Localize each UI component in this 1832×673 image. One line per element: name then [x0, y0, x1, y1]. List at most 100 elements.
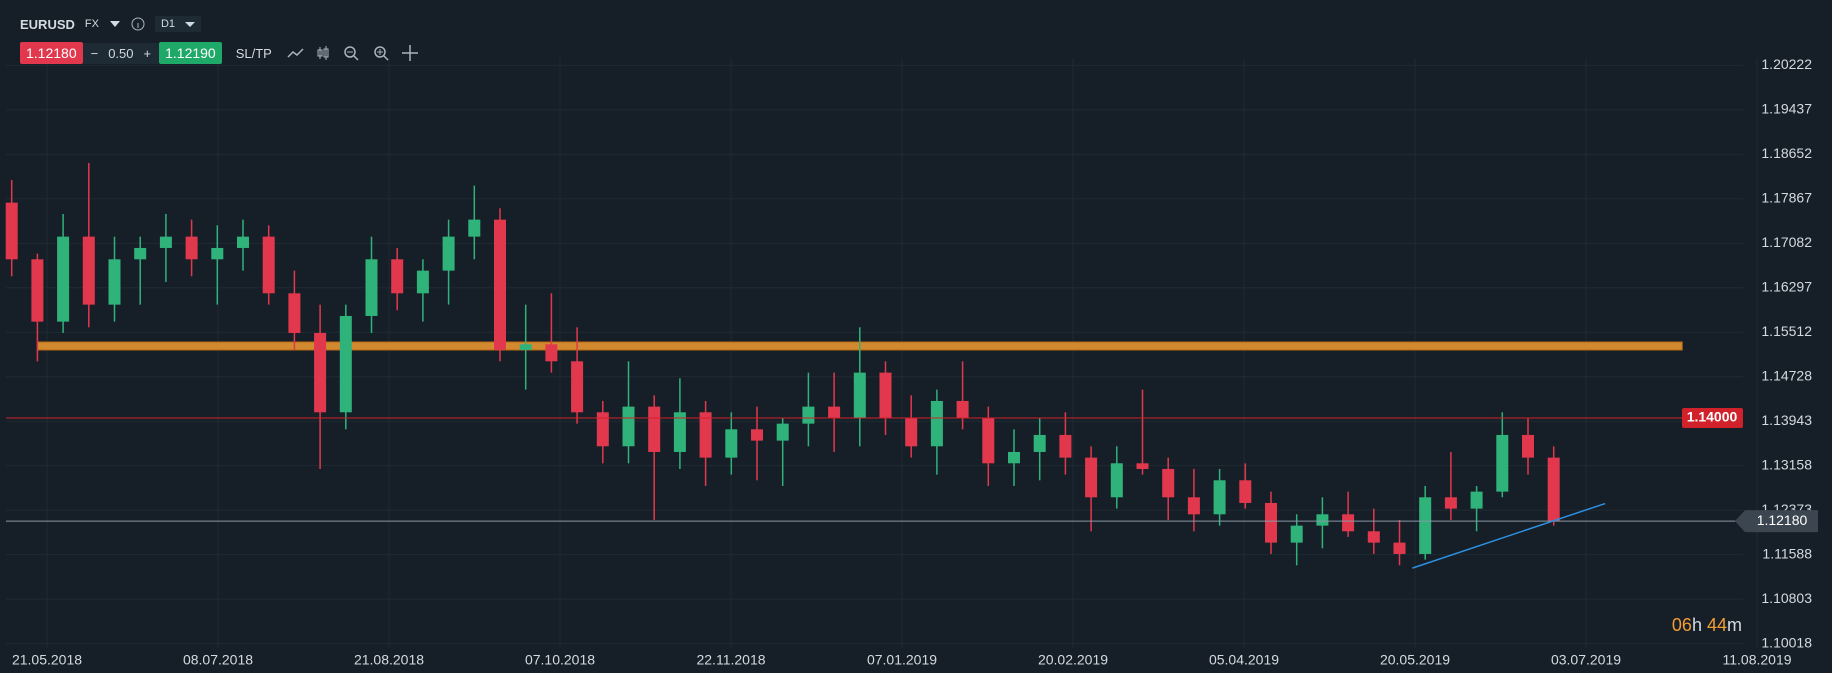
- price-label-box: [1735, 510, 1818, 533]
- y-tick-label: 1.13158: [1761, 456, 1812, 472]
- sltp-button[interactable]: SL/TP: [235, 45, 272, 61]
- level-label: 1.14000: [1687, 409, 1738, 425]
- candle-body: [622, 406, 635, 447]
- dropdown-icon[interactable]: [109, 20, 121, 28]
- candle-body: [1444, 497, 1457, 509]
- spread-box: −0.50 +: [82, 42, 160, 64]
- y-tick-label: 1.14728: [1761, 367, 1812, 383]
- candle-body: [108, 259, 121, 305]
- candle-body: [1059, 434, 1072, 458]
- candle-body: [699, 412, 712, 458]
- candle-body: [673, 412, 686, 452]
- candle-body: [1470, 491, 1483, 509]
- candle-body: [1290, 525, 1303, 543]
- candle-body: [776, 423, 789, 441]
- candle-body: [494, 219, 506, 350]
- price-label: 1.12180: [1757, 512, 1808, 528]
- candle-body: [288, 293, 301, 333]
- trade-bar: 1.12180 −0.50 + 1.12190 SL/TP: [20, 42, 426, 64]
- candle-body: [339, 315, 352, 413]
- candle-body: [1265, 502, 1277, 543]
- timer-m: m: [1727, 615, 1742, 635]
- candle-body: [930, 400, 943, 447]
- candle-body: [956, 400, 969, 418]
- market: FX: [84, 18, 99, 30]
- candle-body: [134, 247, 147, 260]
- x-tick-label: 20.02.2019: [1038, 652, 1108, 668]
- candle-body: [1162, 468, 1175, 498]
- candle-body: [1239, 480, 1252, 503]
- x-tick-label: 03.07.2019: [1551, 652, 1621, 668]
- candle-body: [1187, 497, 1200, 515]
- candle-body: [468, 219, 481, 237]
- x-tick-label: 07.01.2019: [867, 652, 937, 668]
- x-tick-label: 08.07.2018: [183, 652, 253, 668]
- y-tick-label: 1.17082: [1761, 234, 1812, 250]
- x-tick-label: 05.04.2019: [1209, 652, 1279, 668]
- candle-body: [545, 344, 558, 362]
- y-tick-label: 1.11588: [1762, 545, 1812, 561]
- candle-body: [1496, 434, 1509, 492]
- candle-body: [1367, 531, 1380, 543]
- candle-body: [1316, 514, 1329, 526]
- y-tick-label: 1.15512: [1761, 323, 1812, 339]
- candle-body: [828, 406, 841, 418]
- minus[interactable]: −: [90, 45, 99, 61]
- info-icon[interactable]: [131, 17, 145, 31]
- x-tick-label: 21.05.2018: [12, 652, 82, 668]
- symbol[interactable]: EURUSD: [20, 16, 75, 32]
- candle-body: [57, 236, 70, 322]
- timer-minutes: 44: [1706, 615, 1727, 635]
- candle-body: [751, 429, 763, 441]
- candle-body: [82, 236, 95, 305]
- y-tick-label: 1.10803: [1761, 590, 1812, 606]
- sell-button[interactable]: 1.12180: [20, 42, 83, 64]
- y-tick-label: 1.18652: [1761, 145, 1812, 161]
- candle-body: [1419, 497, 1432, 554]
- buy-button[interactable]: 1.12190: [159, 42, 222, 64]
- candle-body: [314, 332, 327, 413]
- y-tick-label: 1.19437: [1761, 101, 1812, 117]
- candle-body: [1085, 457, 1098, 498]
- candle-body: [571, 361, 584, 413]
- candle-body: [1547, 457, 1560, 522]
- candle-body: [365, 259, 378, 316]
- candle-body: [802, 406, 815, 424]
- candle-body: [262, 236, 275, 294]
- candle-timer: 06 h 44 m: [1672, 615, 1742, 636]
- x-tick-label: 22.11.2018: [696, 652, 765, 668]
- candle-body: [1008, 451, 1020, 464]
- spread: 0.50: [108, 45, 134, 61]
- y-tick-label: 1.16297: [1761, 279, 1812, 295]
- y-tick-label: 1.10018: [1761, 634, 1812, 650]
- timer-hours: 06: [1671, 615, 1692, 635]
- y-tick-label: 1.17867: [1761, 190, 1812, 206]
- candle-body: [391, 259, 404, 294]
- candle-body: [442, 236, 455, 271]
- timeframe-select[interactable]: D1: [154, 16, 202, 32]
- candle-body: [879, 372, 892, 418]
- candle-body: [31, 259, 44, 322]
- candle-body: [1522, 434, 1534, 458]
- candle-body: [1393, 542, 1406, 554]
- trendline: [1412, 502, 1606, 569]
- candle-body: [211, 247, 224, 260]
- candle-body: [725, 429, 738, 458]
- x-tick-label: 07.10.2018: [525, 652, 595, 668]
- timeframe: D1: [160, 18, 176, 30]
- y-tick-label: 1.13943: [1761, 412, 1812, 428]
- candle-body: [5, 202, 18, 260]
- candle-body: [1136, 463, 1149, 469]
- timer-h: h: [1691, 615, 1702, 635]
- candle-body: [1110, 463, 1123, 498]
- candle-body: [185, 236, 198, 260]
- candle-body: [1342, 514, 1355, 532]
- plus[interactable]: +: [143, 45, 152, 61]
- candle-body: [1033, 434, 1046, 452]
- candle-body: [416, 270, 429, 294]
- symbol-bar: EURUSD FX D1: [20, 14, 202, 34]
- tool-icons[interactable]: [286, 43, 426, 63]
- candle-body: [905, 417, 918, 447]
- candle-body: [1213, 480, 1226, 515]
